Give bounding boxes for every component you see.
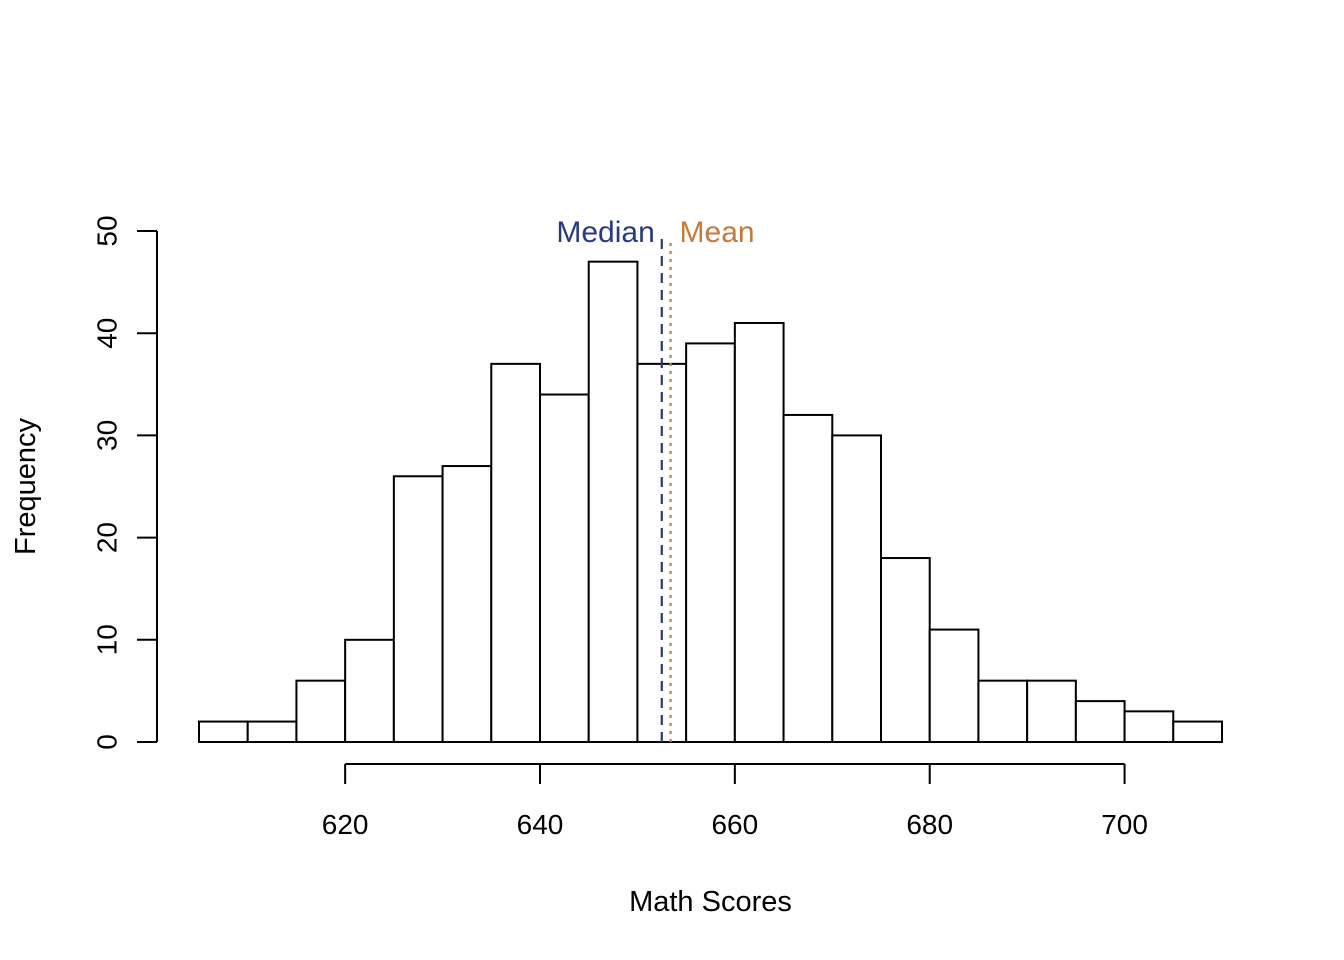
histogram-bar <box>392 475 444 743</box>
histogram-bar <box>490 362 541 743</box>
histogram-bar <box>831 434 882 743</box>
reference-lines-group: Median Mean <box>556 216 755 742</box>
x-tick-label: 660 <box>711 809 758 840</box>
histogram-bar <box>1172 720 1224 743</box>
x-tick-label: 620 <box>322 809 369 840</box>
x-tick-label: 680 <box>906 809 953 840</box>
bars-group <box>198 260 1224 744</box>
x-tick-label: 640 <box>517 809 564 840</box>
histogram-bar <box>733 321 785 743</box>
mean-label: Mean <box>680 216 755 249</box>
histogram-bar <box>344 638 395 743</box>
histogram-bar <box>441 465 493 743</box>
x-axis-title: Math Scores <box>629 886 792 918</box>
y-tick-label: 40 <box>91 318 122 349</box>
histogram-bar <box>539 393 590 743</box>
median-label: Median <box>556 216 654 249</box>
histogram-bar <box>198 720 249 743</box>
histogram-bar <box>928 628 980 744</box>
histogram-bar <box>587 260 639 743</box>
x-tick-label: 700 <box>1101 809 1148 840</box>
y-tick-label: 10 <box>91 624 122 655</box>
histogram-bar <box>880 557 931 743</box>
histogram-bar <box>977 679 1029 743</box>
histogram-bar <box>1123 710 1175 744</box>
histogram-bar <box>246 720 298 743</box>
x-axis: 620 640 660 680 700 <box>322 763 1148 840</box>
y-tick-label: 0 <box>91 734 122 750</box>
histogram-bar <box>1026 679 1077 743</box>
histogram-bar <box>782 413 834 743</box>
y-tick-label: 50 <box>91 215 122 246</box>
y-axis: 0 10 20 30 40 50 <box>91 215 158 750</box>
y-axis-title: Frequency <box>10 417 42 555</box>
histogram-bar <box>1074 700 1126 743</box>
y-tick-label: 30 <box>91 420 122 451</box>
histogram-bar <box>685 342 736 743</box>
histogram-bar <box>295 679 347 743</box>
y-tick-label: 20 <box>91 522 122 553</box>
